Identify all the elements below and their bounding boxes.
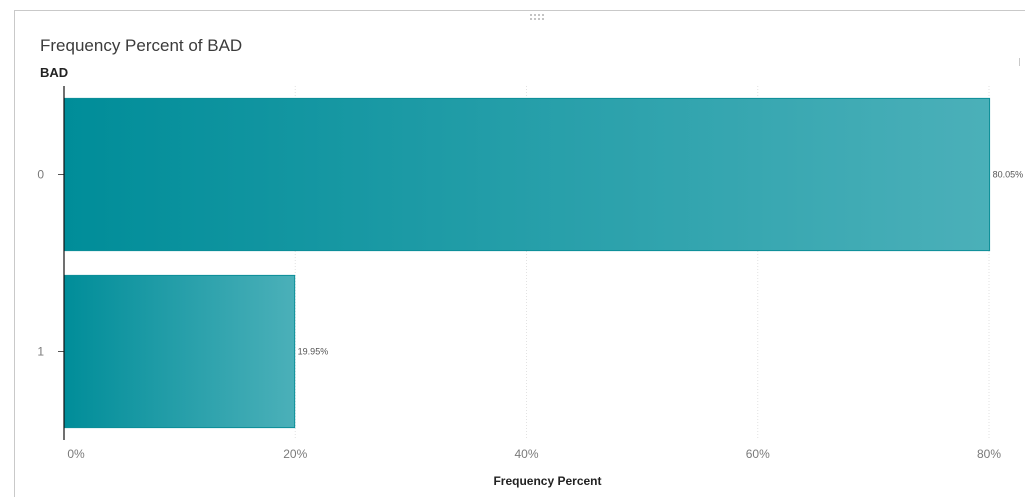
x-tick-label-1: 20% <box>283 447 307 461</box>
panel-edge-marker <box>1019 58 1020 66</box>
x-axis-title: Frequency Percent <box>493 474 601 488</box>
data-label-1: 19.95% <box>298 347 329 357</box>
y-tick-label-1: 1 <box>37 345 44 359</box>
drag-handle-icon[interactable] <box>530 14 544 20</box>
x-tick-label-3: 60% <box>746 447 770 461</box>
y-tick-label-0: 0 <box>37 168 44 182</box>
bar-0 <box>63 97 991 252</box>
y-axis-title: BAD <box>40 65 68 80</box>
chart-title: Frequency Percent of BAD <box>40 36 243 55</box>
x-tick-label-0: 0% <box>67 447 85 461</box>
x-tick-label-4: 80% <box>977 447 1001 461</box>
bar-1 <box>63 274 296 429</box>
x-tick-label-2: 40% <box>514 447 538 461</box>
data-label-0: 80.05% <box>993 170 1024 180</box>
